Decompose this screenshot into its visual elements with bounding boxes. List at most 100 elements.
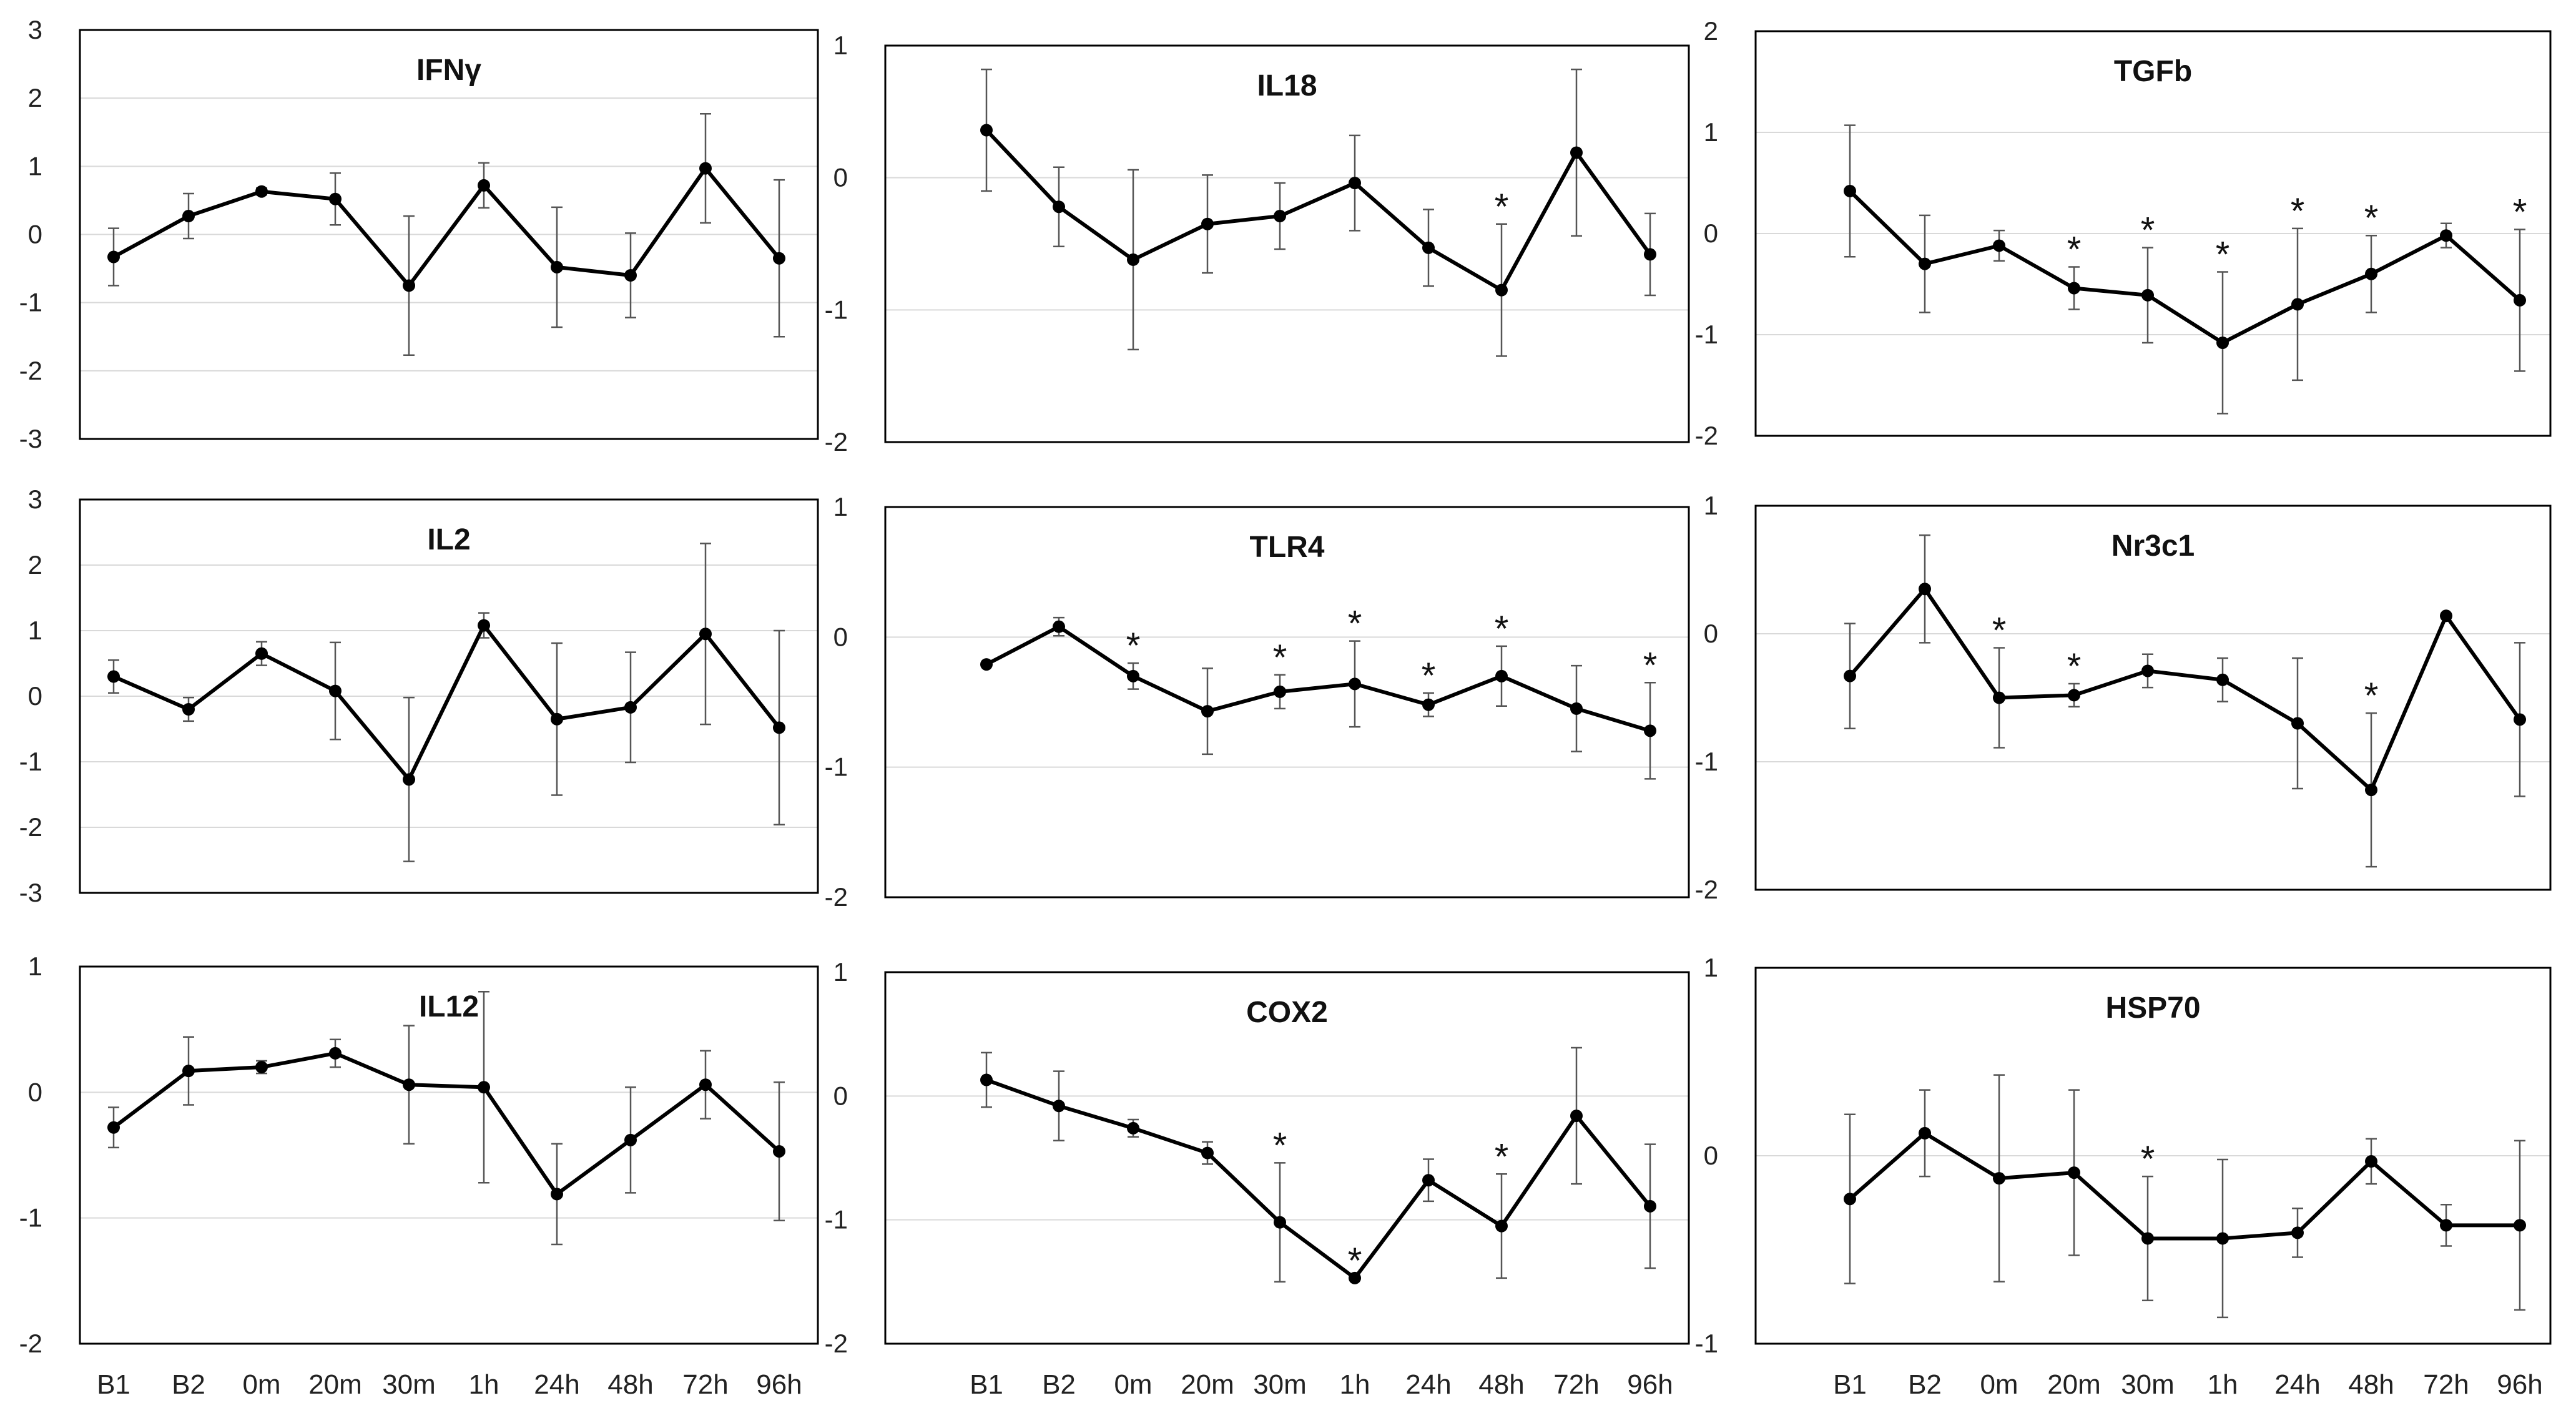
x-tick-label: 96h: [756, 1369, 802, 1400]
plot-frame: [79, 29, 819, 440]
plot-frame: [79, 498, 819, 894]
significance-marker: *: [2216, 235, 2230, 275]
series-line: [112, 1051, 781, 1196]
y-tick-label: -1: [825, 295, 848, 324]
y-tick-label: 1: [1704, 117, 1718, 147]
data-point-0m: [1993, 239, 2005, 252]
data-point-72h: [1570, 702, 1583, 715]
data-point-1h: [1349, 1271, 1361, 1284]
x-tick-label: 0m: [1980, 1369, 2018, 1400]
data-point-b1: [980, 124, 993, 137]
y-tick-label: 3: [28, 15, 42, 44]
data-point-0m: [1993, 1172, 2005, 1185]
y-tick-label: -2: [825, 427, 848, 456]
data-point-72h: [2440, 229, 2452, 242]
panel-title: IL2: [427, 523, 470, 556]
data-point-48h: [1495, 1219, 1508, 1233]
series-line: [985, 1078, 1652, 1280]
panel-nr3c1: 1 0 -1 -2 Nr3c1 * * *: [1695, 491, 2552, 904]
data-point-b1: [107, 670, 120, 683]
series-line: [1849, 1131, 2520, 1241]
y-tick-label: 1: [833, 31, 848, 60]
data-point-24h: [1422, 241, 1435, 254]
y-tick-label: -1: [1695, 747, 1718, 776]
significance-marker: *: [1495, 187, 1509, 227]
significance-marker: *: [2067, 229, 2082, 270]
panel-title: HSP70: [2105, 992, 2200, 1025]
x-tick-label: 1h: [2208, 1369, 2238, 1400]
y-tick-label: 0: [833, 1081, 848, 1110]
y-tick-label: 1: [833, 957, 848, 987]
x-tick-label: 96h: [1627, 1369, 1673, 1400]
y-tick-label: -2: [825, 1329, 848, 1358]
data-point-20m: [329, 1046, 342, 1060]
x-tick-label: 1h: [1340, 1369, 1370, 1400]
y-tick-label: 1: [1704, 491, 1718, 520]
x-tick-label: 48h: [1478, 1369, 1524, 1400]
series-line: [1848, 189, 2521, 345]
series-line: [985, 129, 1652, 292]
significance-marker: *: [2364, 676, 2379, 716]
data-point-1h: [478, 619, 490, 632]
significance-marker: *: [1273, 1125, 1287, 1166]
data-point-b2: [1053, 1100, 1065, 1113]
y-tick-label: -1: [1695, 320, 1718, 349]
data-point-1h: [1349, 677, 1361, 691]
panel-title: TLR4: [1250, 531, 1325, 564]
data-point-96h: [773, 721, 785, 734]
data-point-b1: [107, 1121, 120, 1134]
y-tick-label: 0: [28, 1077, 42, 1106]
data-point-b1: [1844, 184, 1856, 197]
data-point-20m: [2068, 282, 2080, 295]
data-point-b1: [980, 658, 993, 671]
significance-marker: *: [1992, 611, 2007, 651]
panel-tgfb: 2 1 0 -1 -2 TGFb * * * * * *: [1695, 16, 2552, 450]
data-point-0m: [1993, 691, 2005, 704]
data-point-48h: [2365, 1155, 2377, 1168]
x-tick-label: 30m: [1253, 1369, 1307, 1400]
y-tick-label: 0: [1704, 1141, 1718, 1170]
significance-marker: *: [1126, 626, 1141, 666]
data-point-30m: [1274, 210, 1286, 223]
x-tick-label: 48h: [2348, 1369, 2394, 1400]
data-point-24h: [2291, 717, 2304, 730]
data-point-20m: [1201, 1146, 1214, 1159]
y-tick-label: 1: [1704, 953, 1718, 982]
significance-marker: *: [1643, 645, 1658, 686]
data-point-1h: [478, 1081, 490, 1094]
data-point-20m: [2068, 689, 2080, 702]
data-point-96h: [2514, 293, 2526, 307]
data-point-24h: [1422, 1174, 1435, 1187]
panel-title: Nr3c1: [2111, 529, 2195, 563]
x-tick-label: B2: [1042, 1369, 1076, 1400]
data-point-72h: [699, 162, 712, 175]
data-point-0m: [1127, 669, 1139, 682]
y-tick-label: 1: [28, 616, 42, 645]
data-point-20m: [329, 684, 342, 697]
data-point-72h: [699, 628, 712, 641]
panel-ifn: 3 2 1 0 -1 -2 -3 IFNγ: [19, 15, 819, 453]
panel-cox2: 1 0 -1 -2 COX2 * * * B1 B2 0m 20m 30m 1h 24h 48h 72h 96h: [825, 957, 1690, 1400]
significance-marker: *: [1348, 1241, 1362, 1281]
data-point-b2: [182, 703, 195, 716]
x-tick-label: 20m: [1181, 1369, 1234, 1400]
plot-frame: [884, 44, 1690, 443]
significance-marker: *: [2364, 198, 2379, 239]
x-tick-label: 0m: [1114, 1369, 1152, 1400]
y-tick-label: -2: [19, 1329, 42, 1358]
plot-frame: [1754, 505, 2552, 891]
data-point-30m: [403, 279, 415, 292]
data-point-48h: [2365, 784, 2377, 797]
data-point-20m: [1201, 217, 1214, 230]
data-point-48h: [1495, 669, 1508, 682]
data-point-96h: [2514, 713, 2526, 726]
y-tick-label: 2: [28, 83, 42, 112]
y-tick-label: 3: [28, 485, 42, 514]
data-point-b2: [1053, 200, 1065, 214]
y-tick-label: 2: [28, 550, 42, 579]
plot-frame: [1754, 967, 2552, 1345]
panel-hsp70: 1 0 -1 HSP70 * B1 B2 0m 20m 30m 1h 24h 48h 72h 96h: [1695, 953, 2552, 1400]
panel-title: TGFb: [2114, 55, 2192, 88]
y-tick-label: -3: [19, 424, 42, 453]
